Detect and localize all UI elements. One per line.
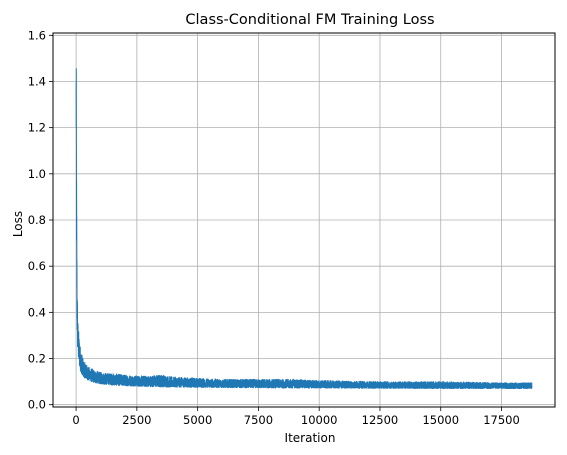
y-axis: 0.0 0.2 0.4 0.6 0.8 1.0 1.2 1.4 1.6: [28, 28, 53, 412]
x-tick-label: 17500: [483, 413, 520, 427]
y-tick-label: 0.0: [28, 398, 46, 412]
x-axis: 0 2500 5000 7500 10000 12500 15000 17500: [72, 407, 520, 427]
x-tick-label: 12500: [362, 413, 399, 427]
x-tick-label: 2500: [122, 413, 151, 427]
y-tick-label: 0.2: [28, 352, 46, 366]
loss-series: [75, 68, 533, 390]
x-tick-label: 7500: [244, 413, 273, 427]
x-tick-label: 5000: [183, 413, 212, 427]
chart-title: Class-Conditional FM Training Loss: [185, 12, 434, 28]
y-tick-label: 1.0: [28, 167, 46, 181]
y-tick-label: 1.2: [28, 121, 46, 135]
y-tick-label: 1.6: [28, 28, 46, 42]
y-axis-label: Loss: [11, 211, 25, 237]
y-tick-label: 0.6: [28, 259, 46, 273]
y-tick-label: 0.4: [28, 305, 46, 319]
x-axis-label: Iteration: [285, 431, 336, 445]
x-tick-label: 0: [72, 413, 79, 427]
y-tick-label: 0.8: [28, 213, 46, 227]
x-tick-label: 15000: [422, 413, 459, 427]
loss-line: [75, 68, 533, 390]
y-tick-label: 1.4: [28, 74, 46, 88]
grid-lines: [53, 33, 555, 407]
x-tick-label: 10000: [301, 413, 338, 427]
